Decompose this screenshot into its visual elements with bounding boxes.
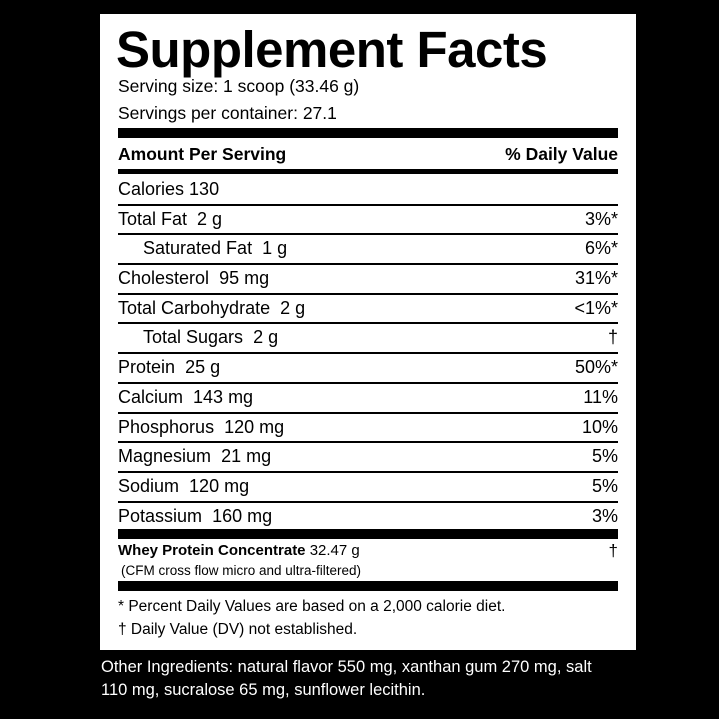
footnote: † Daily Value (DV) not established. xyxy=(118,621,358,638)
nutrient-label: Potassium 160 mg xyxy=(118,506,272,527)
nutrient-row: Phosphorus 120 mg 10% xyxy=(118,414,618,444)
nutrient-rows: Calories 130 Total Fat 2 g 3%* Saturated Fa… xyxy=(118,176,618,530)
header-dv: % Daily Value xyxy=(505,144,618,164)
nutrient-row: Total Fat 2 g 3%* xyxy=(118,206,618,236)
nutrient-amount: 95 mg xyxy=(219,268,270,289)
nutrient-amount: 2 g xyxy=(197,208,223,229)
nutrient-amount: 130 xyxy=(189,179,220,199)
nutrient-row: Saturated Fat 1 g 6%* xyxy=(118,235,618,266)
nutrient-row: Calories 130 xyxy=(118,176,618,206)
nutrient-row: Total Sugars 2 g † xyxy=(118,324,618,355)
nutrient-name: Calories xyxy=(118,179,185,199)
nutrient-name: Cholesterol xyxy=(118,268,210,289)
nutrient-label: Calcium 143 mg xyxy=(118,387,253,408)
nutrient-row: Sodium 120 mg 5% xyxy=(118,473,618,503)
nutrient-amount: 1 g xyxy=(262,238,288,259)
nutrient-label: Total Fat 2 g xyxy=(118,209,222,230)
blend-name: Whey Protein Concentrate xyxy=(118,542,306,559)
header-amount: Amount Per Serving xyxy=(118,144,287,164)
nutrient-amount: 2 g xyxy=(253,327,279,348)
nutrient-amount: 120 mg xyxy=(189,475,250,496)
nutrient-name: Total Fat xyxy=(118,208,188,229)
daily-value: 11% xyxy=(583,386,618,407)
nutrient-label: Magnesium 21 mg xyxy=(118,446,271,467)
thick-rule xyxy=(118,581,618,591)
nutrient-amount: 25 g xyxy=(185,357,221,378)
daily-value: 5% xyxy=(591,446,618,467)
blend-amount: 32.47 g xyxy=(309,542,360,559)
daily-value: 3% xyxy=(591,505,618,526)
nutrient-amount: 21 mg xyxy=(221,446,272,467)
nutrient-label: Protein 25 g xyxy=(118,357,220,378)
blend-note: (CFM cross flow micro and ultra-filtered… xyxy=(121,563,362,578)
blend-line: Whey Protein Concentrate 32.47 g xyxy=(118,542,360,559)
nutrient-row: Cholesterol 95 mg 31%* xyxy=(118,265,618,295)
nutrient-name: Potassium xyxy=(118,505,203,526)
footnote: * Percent Daily Values are based on a 2,… xyxy=(118,598,506,615)
nutrient-name: Phosphorus xyxy=(118,416,215,437)
daily-value: 50%* xyxy=(574,357,618,378)
daily-value: 10% xyxy=(581,416,618,437)
nutrient-label: Total Sugars 2 g xyxy=(143,327,278,348)
blend-dv: † xyxy=(608,541,618,560)
serving-size: Serving size: 1 scoop (33.46 g) xyxy=(118,76,360,96)
nutrient-amount: 160 mg xyxy=(212,505,273,526)
nutrient-label: Phosphorus 120 mg xyxy=(118,417,284,438)
nutrient-row: Total Carbohydrate 2 g <1%* xyxy=(118,295,618,325)
nutrient-row: Calcium 143 mg 11% xyxy=(118,384,618,414)
daily-value: † xyxy=(607,327,618,348)
nutrient-row: Magnesium 21 mg 5% xyxy=(118,443,618,473)
other-ingredients: Other Ingredients: natural flavor 550 mg… xyxy=(101,658,592,699)
nutrient-name: Protein xyxy=(118,357,176,378)
nutrient-name: Total Sugars xyxy=(143,327,244,348)
servings-per-container: Servings per container: 27.1 xyxy=(118,103,337,123)
facts-panel: Supplement Facts Serving size: 1 scoop (… xyxy=(100,14,636,650)
thick-rule xyxy=(118,529,618,539)
nutrient-amount: 2 g xyxy=(280,297,306,318)
nutrient-label: Sodium 120 mg xyxy=(118,476,249,497)
nutrient-name: Calcium xyxy=(118,386,184,407)
nutrient-amount: 120 mg xyxy=(224,416,285,437)
daily-value: <1%* xyxy=(574,297,618,318)
nutrient-name: Magnesium xyxy=(118,446,212,467)
nutrient-label: Calories 130 xyxy=(118,179,219,200)
nutrient-name: Saturated Fat xyxy=(143,238,253,259)
daily-value: 3%* xyxy=(584,208,618,229)
nutrient-row: Protein 25 g 50%* xyxy=(118,354,618,384)
daily-value: 6%* xyxy=(584,238,618,259)
nutrient-amount: 143 mg xyxy=(193,386,254,407)
nutrient-name: Sodium xyxy=(118,475,180,496)
title: Supplement Facts xyxy=(116,21,548,78)
nutrient-label: Saturated Fat 1 g xyxy=(143,238,287,259)
nutrient-label: Cholesterol 95 mg xyxy=(118,268,269,289)
nutrient-name: Total Carbohydrate xyxy=(118,297,271,318)
daily-value: 31%* xyxy=(574,268,618,289)
nutrient-label: Total Carbohydrate 2 g xyxy=(118,298,305,319)
thick-rule xyxy=(118,128,618,138)
medium-rule xyxy=(118,169,618,174)
daily-value: 5% xyxy=(591,475,618,496)
nutrient-row: Potassium 160 mg 3% xyxy=(118,503,618,531)
